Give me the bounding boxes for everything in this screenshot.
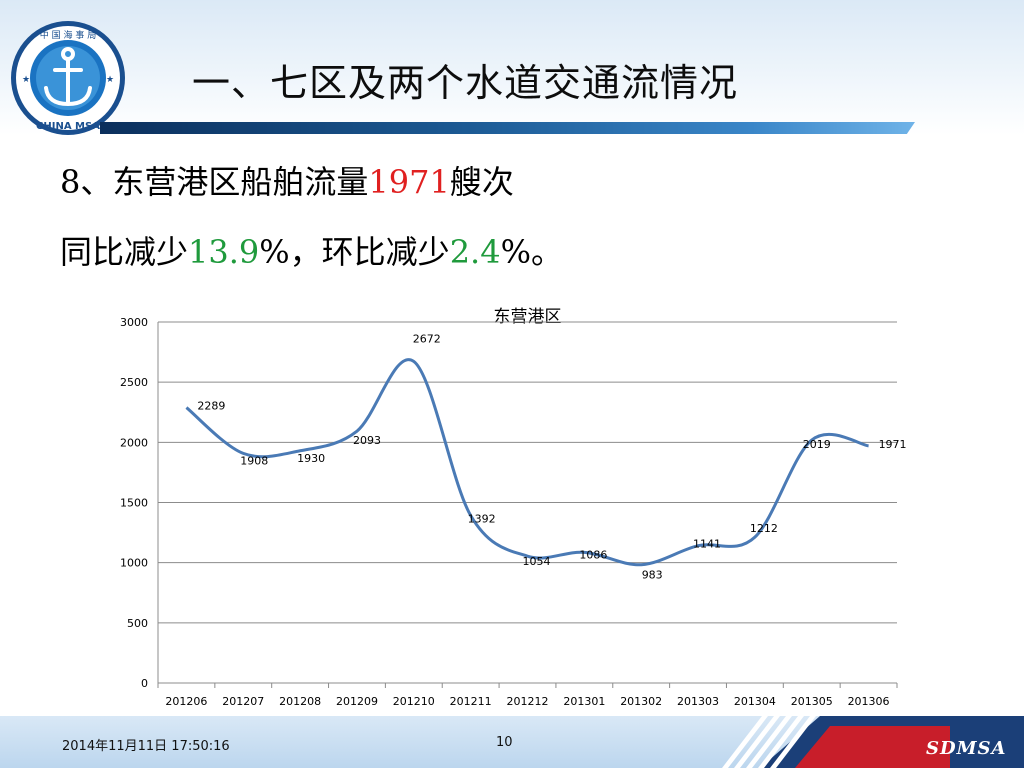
y-tick-label: 2500 [120, 376, 148, 389]
mom-decrease-value: 2.4 [449, 233, 501, 271]
y-tick-label: 2000 [120, 436, 148, 449]
data-label: 1086 [579, 548, 607, 561]
page-number: 10 [496, 735, 513, 750]
y-tick-label: 1500 [120, 497, 148, 510]
summary-line2-prefix: 同比减少 [60, 233, 189, 271]
x-tick-label: 201303 [677, 695, 719, 708]
page-title: 一、七区及两个水道交通流情况 [192, 61, 739, 105]
y-tick-label: 500 [127, 617, 148, 630]
chart-svg: 东营港区 0 500 1000 1500 2000 2500 3000 201206 201207… [120, 307, 907, 708]
x-tick-label: 201206 [165, 695, 207, 708]
data-label: 1908 [240, 454, 268, 467]
title-underline-bar [100, 122, 915, 134]
series-line [185, 358, 869, 567]
x-tick-label: 201306 [848, 695, 890, 708]
x-tick-label: 201211 [450, 695, 492, 708]
x-tick-label: 201209 [336, 695, 378, 708]
x-tick-label: 201212 [507, 695, 549, 708]
summary-line1-prefix: 8、东营港区船舶流量 [60, 163, 369, 201]
data-label: 2019 [803, 438, 831, 451]
x-tick-label: 201207 [222, 695, 264, 708]
x-tick-label: 201208 [279, 695, 321, 708]
summary-line2-mid: %，环比减少 [259, 233, 450, 271]
x-tick-label: 201301 [563, 695, 605, 708]
china-msa-logo: 中 国 海 事 局 CHINA MSA ★ ★ [11, 21, 125, 135]
yoy-decrease-value: 13.9 [188, 233, 260, 271]
x-tick-label: 201302 [620, 695, 662, 708]
data-label: 2672 [413, 332, 441, 345]
data-label: 1930 [297, 452, 325, 465]
x-tick-label: 201210 [393, 695, 435, 708]
star-icon: ★ [22, 75, 30, 85]
summary-line2-suffix: %。 [500, 233, 563, 271]
summary-line-1: 8、东营港区船舶流量1971艘次 [60, 157, 514, 203]
x-tick-label: 201304 [734, 695, 776, 708]
chart-title: 东营港区 [494, 307, 562, 327]
x-tick-label: 201305 [791, 695, 833, 708]
data-label: 1971 [879, 438, 907, 451]
y-tick-label: 1000 [120, 557, 148, 570]
logo-top-text: 中 国 海 事 局 [40, 29, 96, 41]
line-chart: 东营港区 0 500 1000 1500 2000 2500 3000 201206 201207… [0, 290, 1024, 720]
data-label: 1212 [750, 522, 778, 535]
data-label: 1392 [468, 512, 496, 525]
brand-text: SDMSA [926, 738, 1007, 759]
traffic-count-value: 1971 [368, 163, 450, 201]
star-icon: ★ [106, 75, 114, 85]
brand-stripes [722, 716, 1024, 768]
data-label: 2093 [353, 434, 381, 447]
footer-date: 2014年11月11日 17:50:16 [62, 739, 230, 754]
data-label: 983 [642, 569, 663, 582]
header-band [0, 0, 1024, 135]
logo-bottom-text: CHINA MSA [36, 121, 100, 132]
data-label: 1054 [523, 555, 551, 568]
data-label: 2289 [197, 400, 225, 413]
summary-line-2: 同比减少13.9%，环比减少2.4%。 [60, 227, 563, 273]
data-label: 1141 [693, 538, 721, 551]
anchor-icon [44, 47, 92, 107]
y-tick-label: 0 [141, 677, 148, 690]
y-tick-label: 3000 [120, 316, 148, 329]
summary-line1-suffix: 艘次 [449, 163, 514, 201]
